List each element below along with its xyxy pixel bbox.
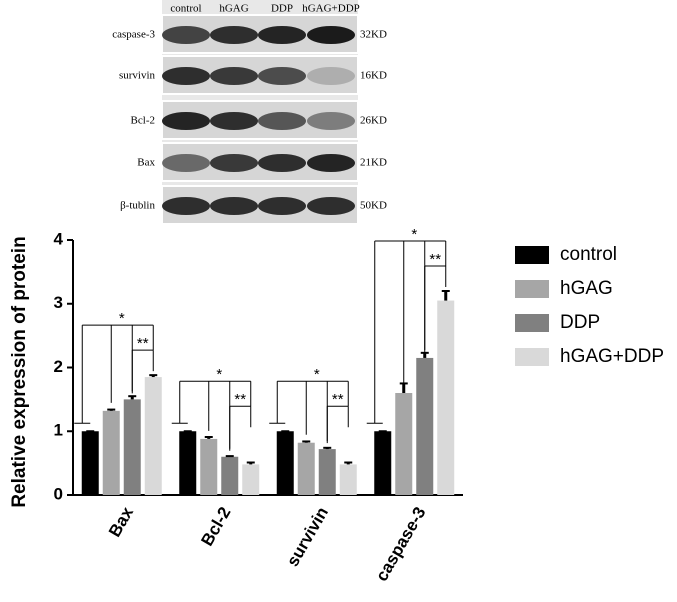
blot-band (307, 154, 355, 172)
significance: * (314, 366, 320, 383)
y-axis-label: Relative expression of protein (9, 236, 30, 507)
blot-band (162, 26, 210, 44)
size-label: 16KD (360, 70, 387, 82)
legend-label: hGAG+DDP (560, 346, 664, 367)
size-label: 32KD (360, 29, 387, 41)
row-label: Bcl-2 (131, 115, 155, 127)
legend-swatch (515, 348, 549, 366)
significance: * (216, 366, 222, 383)
blot-band (258, 154, 306, 172)
row-label: caspase-3 (112, 29, 155, 41)
legend-swatch (515, 314, 549, 332)
blot-band (258, 197, 306, 215)
blot-band (258, 67, 306, 85)
blot-band (162, 154, 210, 172)
size-label: 50KD (360, 200, 387, 212)
significance: * (119, 310, 125, 327)
lane-label: hGAG+DDP (302, 3, 360, 15)
bar (102, 410, 120, 495)
size-label: 26KD (360, 115, 387, 127)
legend-label: hGAG (560, 278, 613, 299)
legend-swatch (515, 246, 549, 264)
bar (374, 431, 392, 495)
row-label: Bax (137, 157, 155, 169)
lane-label: hGAG (219, 3, 248, 15)
size-label: 21KD (360, 157, 387, 169)
lane-label: DDP (271, 3, 293, 15)
row-label: β-tublin (120, 200, 155, 212)
x-tick-label: Bcl-2 (197, 504, 234, 550)
blot-band (210, 154, 258, 172)
x-tick-label: caspase-3 (372, 504, 430, 585)
blot-band (210, 67, 258, 85)
y-tick-label: 1 (54, 421, 63, 440)
x-tick-label: Bax (105, 503, 137, 540)
lane-label: control (170, 3, 201, 15)
blot-band (210, 26, 258, 44)
bar (144, 377, 162, 495)
y-tick-label: 3 (54, 293, 63, 312)
blot-band (307, 67, 355, 85)
bar (276, 431, 294, 495)
legend-label: DDP (560, 312, 600, 333)
blot-band (210, 197, 258, 215)
blot-band (162, 197, 210, 215)
significance: * (411, 226, 417, 243)
row-label: survivin (119, 70, 156, 82)
significance: ** (137, 335, 149, 352)
significance: ** (332, 391, 344, 408)
y-tick-label: 4 (54, 229, 64, 248)
bar (297, 442, 315, 495)
bar (395, 393, 413, 495)
y-tick-label: 0 (54, 484, 63, 503)
blot-band (258, 26, 306, 44)
blot-band (307, 197, 355, 215)
blot-band (210, 112, 258, 130)
bar (200, 438, 218, 495)
legend-swatch (515, 280, 549, 298)
blot-band (162, 112, 210, 130)
blot-band (162, 67, 210, 85)
legend-label: control (560, 244, 617, 265)
bar (221, 456, 239, 495)
y-tick-label: 2 (54, 357, 63, 376)
bar (81, 431, 99, 495)
blot-band (307, 26, 355, 44)
significance: ** (234, 391, 246, 408)
bar (318, 449, 336, 495)
bar (242, 464, 260, 495)
significance: ** (429, 251, 441, 268)
bar (416, 357, 434, 495)
bar (123, 399, 141, 495)
bar (339, 464, 357, 495)
bar (437, 300, 455, 495)
x-tick-label: survivin (283, 504, 332, 570)
blot-band (307, 112, 355, 130)
blot-band (258, 112, 306, 130)
bar (179, 431, 197, 495)
